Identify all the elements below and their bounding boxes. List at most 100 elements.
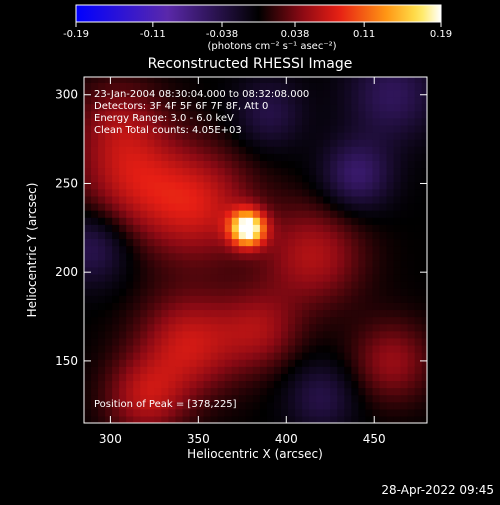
heatmap-cell (245, 266, 254, 275)
heatmap-cell (372, 231, 381, 240)
heatmap-cell (407, 174, 416, 183)
heatmap-cell (252, 139, 261, 147)
heatmap-cell (372, 259, 381, 268)
heatmap-cell (140, 110, 148, 119)
heatmap-cell (231, 77, 240, 83)
heatmap-cell (295, 259, 303, 268)
heatmap-cell (133, 281, 141, 289)
heatmap-cell (154, 160, 162, 169)
heatmap-cell (295, 188, 303, 197)
heatmap-cell (358, 160, 367, 169)
heatmap-cell (189, 202, 198, 211)
heatmap-cell (84, 337, 92, 346)
heatmap-cell (140, 373, 148, 382)
heatmap-cell (217, 373, 226, 382)
heatmap-cell (337, 132, 345, 140)
heatmap-cell (414, 160, 423, 169)
heatmap-cell (309, 202, 317, 211)
heatmap-cell (351, 373, 359, 382)
heatmap-cell (379, 344, 388, 353)
heatmap-cell (386, 167, 395, 176)
heatmap-cell (196, 309, 205, 318)
heatmap-cell (217, 188, 226, 197)
heatmap-cell (224, 153, 233, 161)
heatmap-cell (309, 337, 317, 346)
heatmap-cell (91, 181, 99, 190)
heatmap-cell (379, 103, 388, 112)
heatmap-cell (210, 89, 219, 98)
heatmap-cell (421, 174, 427, 183)
heatmap-cell (302, 132, 310, 140)
heatmap-cell (147, 330, 155, 339)
x-tick-label: 350 (187, 432, 210, 446)
heatmap-cell (126, 394, 134, 403)
heatmap-cell (119, 359, 127, 367)
heatmap-cell (189, 252, 198, 261)
heatmap-cell (400, 415, 409, 423)
heatmap-cell (147, 117, 155, 126)
heatmap-cell (393, 110, 402, 119)
heatmap-cell (344, 210, 352, 218)
heatmap-cell (133, 224, 141, 232)
heatmap-cell (295, 366, 303, 374)
heatmap-cell (147, 217, 155, 225)
heatmap-cell (281, 217, 289, 225)
heatmap-cell (133, 373, 141, 382)
heatmap-cell (140, 302, 148, 311)
heatmap-cell (238, 401, 247, 410)
heatmap-cell (133, 124, 141, 133)
heatmap-cell (337, 401, 345, 410)
heatmap-cell (316, 195, 324, 204)
heatmap-cell (210, 394, 219, 403)
heatmap-cell (203, 401, 212, 410)
heatmap-cell (224, 202, 233, 211)
heatmap-cell (203, 415, 212, 423)
heatmap-cell (196, 337, 205, 346)
heatmap-cell (386, 245, 395, 254)
heatmap-cell (421, 344, 427, 353)
heatmap-cell (98, 117, 106, 126)
heatmap-cell (196, 77, 205, 83)
heatmap-cell (84, 202, 92, 211)
heatmap-cell (386, 195, 395, 204)
heatmap-cell (309, 210, 317, 218)
heatmap-cell (84, 103, 92, 112)
heatmap-cell (224, 302, 233, 311)
heatmap-cell (126, 103, 134, 112)
heatmap-cell (351, 415, 359, 423)
heatmap-cell (105, 302, 113, 311)
heatmap-cell (252, 160, 261, 169)
heatmap-cell (189, 77, 198, 83)
heatmap-cell (84, 210, 92, 218)
heatmap-cell (126, 217, 134, 225)
heatmap-cell (316, 273, 324, 282)
heatmap-cell (266, 217, 275, 225)
heatmap-cell (407, 330, 416, 339)
heatmap-cell (288, 181, 296, 190)
heatmap-cell (224, 273, 233, 282)
heatmap-cell (217, 245, 226, 254)
heatmap-cell (309, 316, 317, 325)
heatmap-cell (161, 167, 170, 176)
heatmap-cell (344, 217, 352, 225)
heatmap-cell (421, 217, 427, 225)
heatmap-cell (288, 415, 296, 423)
heatmap-cell (302, 160, 310, 169)
heatmap-cell (302, 337, 310, 346)
heatmap-cell (344, 139, 352, 147)
heatmap-cell (372, 153, 381, 161)
heatmap-cell (231, 153, 240, 161)
heatmap-cell (316, 124, 324, 133)
heatmap-cell (309, 415, 317, 423)
heatmap-cell (210, 82, 219, 91)
heatmap-cell (196, 132, 205, 140)
heatmap-cell (91, 160, 99, 169)
heatmap-cell (344, 259, 352, 268)
heatmap-cell (98, 408, 106, 417)
heatmap-cell (217, 266, 226, 275)
heatmap-cell (372, 160, 381, 169)
heatmap-cell (133, 153, 141, 161)
heatmap-cell (302, 281, 310, 289)
heatmap-cell (161, 217, 170, 225)
heatmap-cell (379, 160, 388, 169)
